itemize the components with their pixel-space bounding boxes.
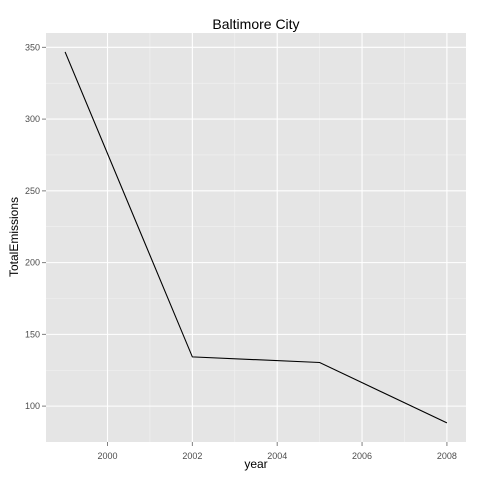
y-tick-label: 300 [25,114,40,124]
x-tick-label: 2000 [97,451,117,461]
x-tick-label: 2006 [352,451,372,461]
y-tick-label: 200 [25,258,40,268]
y-tick-label: 100 [25,401,40,411]
plot-panel [46,33,466,442]
x-axis-title: year [244,457,267,471]
y-axis-title: TotalEmissions [7,197,21,277]
y-tick-label: 150 [25,329,40,339]
y-tick-label: 250 [25,186,40,196]
x-tick-label: 2002 [182,451,202,461]
y-tick-label: 350 [25,42,40,52]
x-tick-label: 2008 [437,451,457,461]
x-axis: 2000 2002 2004 2006 2008 [97,442,456,461]
x-tick-label: 2004 [267,451,287,461]
y-axis: 100 150 200 250 300 350 [25,42,46,411]
chart-title: Baltimore City [212,16,299,32]
